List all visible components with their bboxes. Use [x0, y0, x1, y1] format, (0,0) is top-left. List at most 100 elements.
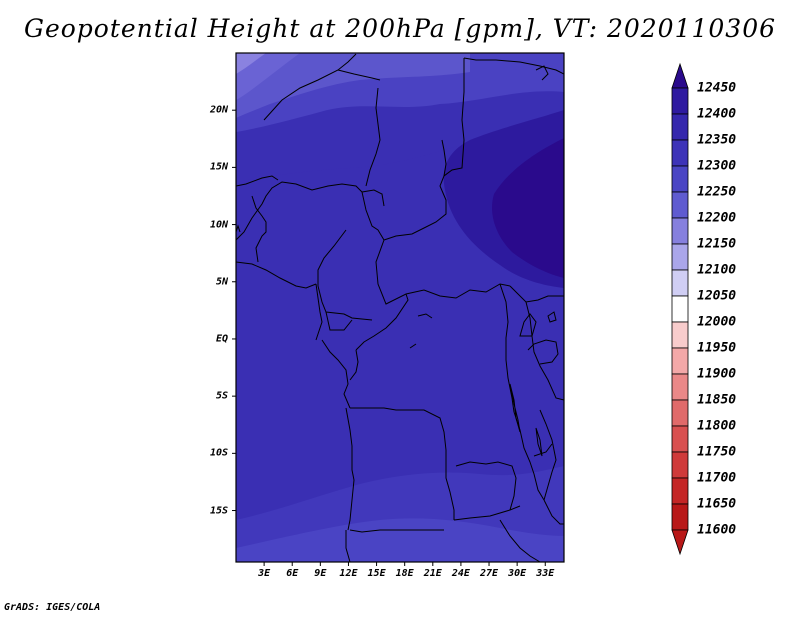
colorbar-swatch: [671, 477, 689, 505]
lon-tick-label: 30E: [508, 568, 527, 579]
border-path: [236, 181, 385, 241]
lat-tick-label: 15N: [209, 161, 228, 173]
border-path: [509, 285, 564, 303]
border-path: [499, 519, 541, 562]
border-path: [349, 529, 444, 533]
border-path: [365, 87, 381, 187]
lake-path: [547, 311, 557, 323]
lat-tick-label: 15S: [209, 505, 228, 517]
colorbar-level-label: 11850: [697, 392, 737, 408]
colorbar-level-label: 11800: [697, 418, 737, 434]
colorbar-arrow-top: [671, 62, 689, 89]
colorbar-swatch: [671, 217, 689, 245]
colorbar-swatch: [671, 269, 689, 297]
lon-tick-label: 33E: [536, 568, 555, 579]
colorbar-level-label: 12050: [697, 288, 737, 304]
lon-tick-label: 18E: [395, 568, 414, 579]
border-path: [453, 505, 521, 521]
colorbar-swatch: [671, 373, 689, 401]
border-path: [355, 293, 409, 351]
colorbar-level-label: 11650: [697, 496, 737, 512]
border-path: [445, 450, 455, 520]
lat-tick-label: 5S: [215, 390, 228, 402]
border-path: [317, 229, 373, 321]
coastlines-borders: [236, 53, 564, 562]
field-band-north-4: [236, 53, 266, 74]
colorbar-level-label: 11900: [697, 366, 737, 382]
lon-tick-label: 27E: [479, 568, 499, 579]
lat-tick-label: 10S: [209, 447, 228, 459]
colorbar-swatch: [671, 321, 689, 349]
colorbar-swatch: [671, 295, 689, 323]
lon-tick-label: 21E: [423, 568, 442, 579]
colorbar-level-label: 12100: [697, 262, 737, 278]
lake-path: [519, 313, 537, 337]
lakes: [409, 311, 557, 457]
lon-tick-label: 24E: [451, 568, 470, 579]
colorbar-swatch: [671, 243, 689, 271]
colorbar-swatch: [671, 451, 689, 479]
lon-tick-label: 3E: [258, 568, 271, 579]
lat-tick-label: EQ: [215, 333, 228, 345]
lon-tick-label: 15E: [367, 568, 386, 579]
lat-tick-label: 5N: [215, 276, 228, 288]
lat-tick-label: 20N: [209, 104, 228, 116]
border-path: [251, 195, 267, 263]
border-path: [441, 139, 447, 177]
colorbar-swatch: [671, 425, 689, 453]
border-path: [321, 339, 351, 409]
colorbar-level-label: 12150: [697, 236, 737, 252]
colorbar-swatch: [671, 87, 689, 115]
field-band-south-2: [236, 518, 564, 562]
border-path: [236, 175, 279, 187]
lake-path: [509, 383, 521, 433]
border-path: [383, 58, 465, 241]
lon-tick-label: 12E: [339, 568, 358, 579]
border-path: [463, 57, 564, 75]
colorbar-arrow-bottom: [671, 529, 689, 556]
colorbar-swatch: [671, 347, 689, 375]
border-path: [525, 301, 564, 401]
border-path: [349, 349, 359, 381]
colorbar-swatch: [671, 139, 689, 167]
colorbar-swatch: [671, 399, 689, 427]
lake-path: [409, 343, 417, 349]
colorbar-level-label: 12450: [697, 80, 737, 96]
lake-path: [535, 427, 543, 457]
lon-tick-label: 6E: [286, 568, 299, 579]
map-frame: [235, 52, 565, 563]
border-path: [499, 283, 515, 413]
border-path: [315, 283, 323, 341]
colorbar-level-label: 12250: [697, 184, 737, 200]
colorbar-level-label: 12400: [697, 106, 737, 122]
map-title: Geopotential Height at 200hPa [gpm], VT:…: [23, 14, 777, 43]
border-path: [539, 409, 557, 501]
border-path: [337, 69, 381, 81]
border-path: [236, 261, 317, 289]
colorbar: [671, 62, 689, 556]
lon-tick-label: 9E: [314, 568, 327, 579]
height-field: [236, 53, 564, 562]
border-path: [535, 65, 549, 81]
border-path: [263, 53, 357, 121]
colorbar-level-label: 12200: [697, 210, 737, 226]
colorbar-swatch: [671, 503, 689, 531]
lat-tick-label: 10N: [209, 219, 228, 231]
colorbar-swatch: [671, 113, 689, 141]
colorbar-level-label: 11700: [697, 470, 737, 486]
border-path: [533, 443, 553, 457]
border-path: [543, 499, 564, 525]
colorbar-level-label: 11950: [697, 340, 737, 356]
border-path: [527, 339, 559, 365]
border-path: [236, 224, 241, 233]
colorbar-swatch: [671, 191, 689, 219]
colorbar-level-label: 11600: [697, 522, 737, 538]
border-path: [361, 189, 385, 207]
border-path: [325, 311, 353, 331]
colorbar-swatch: [671, 165, 689, 193]
colorbar-level-label: 12350: [697, 132, 737, 148]
grads-credit: GrADS: IGES/COLA: [4, 602, 101, 613]
border-path: [350, 407, 447, 451]
border-path: [345, 407, 355, 531]
